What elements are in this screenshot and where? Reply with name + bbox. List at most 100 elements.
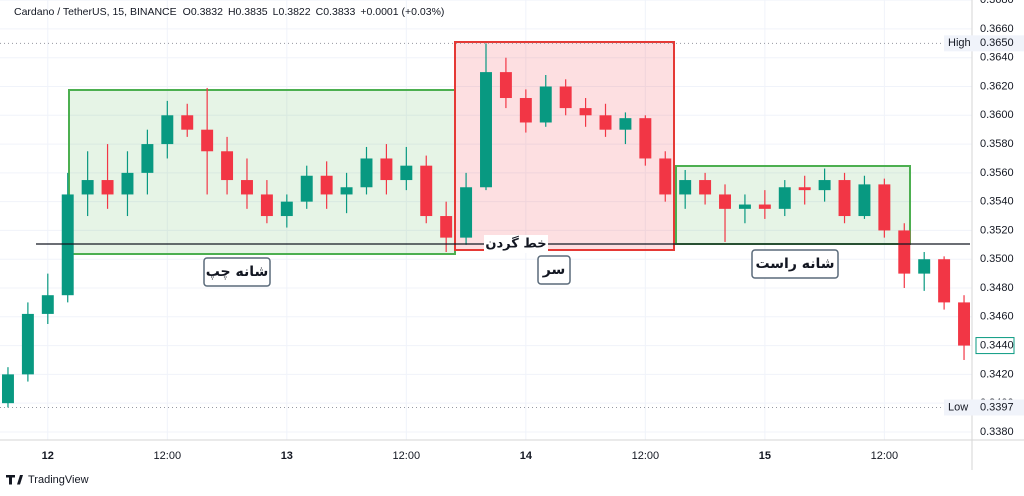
y-tick-label: 0.3620 [980, 80, 1014, 92]
candle-body [141, 144, 154, 173]
ohlc-label: H [228, 6, 236, 18]
marker-bg [944, 399, 1024, 416]
candle-body [918, 259, 931, 274]
candle-body [499, 72, 512, 99]
candle-body [201, 129, 214, 152]
logo: TradingView [6, 474, 89, 486]
annotation-box [537, 255, 571, 285]
y-tick-label: 0.3580 [980, 138, 1014, 150]
marker-bg [944, 35, 1024, 52]
x-tick-label: 12:00 [154, 450, 182, 462]
candle-body [440, 216, 453, 238]
marker-value: 0.3397 [980, 401, 1014, 413]
candle-body [719, 194, 731, 209]
y-tick-label: 0.3560 [980, 167, 1014, 179]
candle-body [898, 230, 911, 274]
ohlc-value: 0.3822 [279, 6, 311, 18]
neckline-label: خط گردن [485, 236, 546, 252]
last-price-bg [975, 337, 1015, 355]
candle-body [241, 180, 253, 195]
ohlc-label: O [183, 6, 191, 18]
candle-body [101, 180, 114, 195]
candle-body [858, 184, 871, 217]
candle-body [300, 175, 313, 202]
candle-body [181, 115, 194, 130]
last-price: 0.3440 [980, 339, 1014, 351]
right-shoulder-zone [675, 165, 911, 245]
candle-body [360, 158, 373, 188]
x-tick-label: 12:00 [393, 450, 421, 462]
candle-body [460, 187, 473, 238]
candle-body [818, 180, 831, 191]
candle-body [320, 175, 333, 195]
candle-body [81, 180, 94, 195]
candle-body [420, 165, 433, 217]
y-tick-label: 0.3500 [980, 253, 1014, 265]
symbol: Cardano / TetherUS, 15, BINANCE [14, 6, 177, 18]
y-tick-label: 0.3380 [980, 426, 1014, 438]
ohlc-label: C [316, 6, 324, 18]
annotation-box [751, 249, 839, 279]
candle-body [798, 187, 811, 191]
candle-body [559, 86, 572, 109]
annotation-label: سر [542, 262, 565, 278]
y-tick-label: 0.3540 [980, 196, 1014, 208]
candle-body [21, 313, 34, 375]
y-tick-label: 0.3520 [980, 224, 1014, 236]
candle-body [400, 165, 413, 181]
y-tick-label: 0.3460 [980, 311, 1014, 323]
candle-body [938, 259, 951, 303]
y-tick-label: 0.3660 [980, 23, 1014, 35]
candle-body [161, 115, 174, 145]
candle-body [878, 184, 891, 231]
candle-body [758, 204, 771, 209]
x-tick-label: 12:00 [871, 450, 899, 462]
annotation-label: شانه راست [755, 256, 834, 272]
candle-body [121, 172, 134, 195]
candle-body [599, 115, 612, 130]
annotation-label: شانه چپ [206, 264, 269, 280]
candle-body [380, 158, 393, 181]
watermark: TradingView [28, 474, 89, 486]
neckline-label-bg [484, 235, 548, 253]
candle-body [659, 158, 672, 195]
candle-body [778, 187, 791, 209]
marker-name: Low [948, 401, 968, 413]
ohlc-label: L [273, 6, 279, 18]
x-tick-label: 15 [759, 450, 771, 462]
candle-body [738, 204, 751, 209]
candle-body [838, 180, 851, 217]
candle-body [519, 98, 532, 123]
candle-body [539, 86, 552, 123]
change: +0.0001 (+0.03%) [360, 6, 444, 18]
y-tick-label: 0.3600 [980, 109, 1014, 121]
y-tick-label: 0.3480 [980, 282, 1014, 294]
candle-body [699, 180, 712, 195]
x-tick-label: 12:00 [632, 450, 660, 462]
candle-body [280, 201, 293, 217]
candle-body [260, 194, 273, 217]
x-tick-label: 14 [520, 450, 533, 462]
y-tick-label: 0.3420 [980, 368, 1014, 380]
ohlc-value: 0.3832 [191, 6, 223, 18]
ohlc-value: 0.3833 [323, 6, 355, 18]
candle-body [41, 295, 54, 314]
x-tick-label: 12 [42, 450, 54, 462]
candle-body [679, 180, 692, 195]
candle-body [61, 194, 74, 296]
y-tick-label: 0.3640 [980, 52, 1014, 64]
annotation-box [203, 257, 271, 287]
candle-body [221, 151, 234, 181]
candle-body [579, 108, 592, 116]
candle-body [958, 302, 971, 346]
candle-body [340, 187, 353, 195]
candle-body [639, 118, 652, 159]
marker-value: 0.3650 [980, 37, 1014, 49]
ohlc-value: 0.3835 [236, 6, 268, 18]
candle-body [1, 374, 14, 404]
x-tick-label: 13 [281, 450, 293, 462]
candle-body [619, 118, 632, 130]
candle-body [480, 72, 492, 188]
marker-name: High [948, 37, 971, 49]
